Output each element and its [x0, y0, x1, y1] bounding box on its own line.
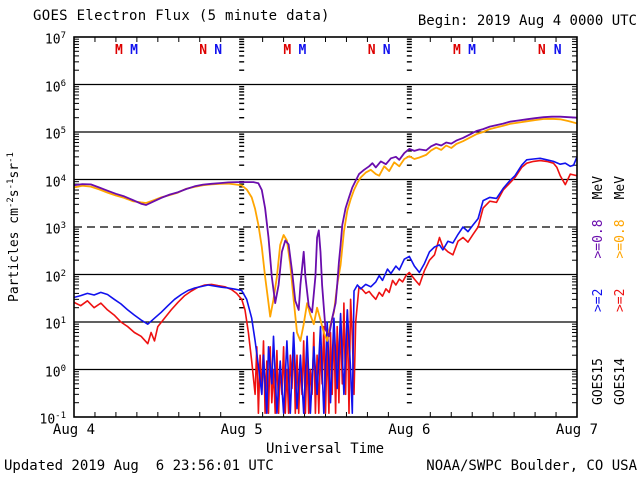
y-tick-label: 104 — [44, 173, 66, 190]
updated-timestamp: Updated 2019 Aug 6 23:56:01 UTC — [4, 458, 274, 474]
legend-goes14-ge08-label: >=0.8 — [613, 219, 628, 259]
y-tick-label: 10-1 — [39, 411, 67, 428]
x-tick-label: Aug 4 — [52, 422, 96, 438]
x-tick-label: Aug 5 — [220, 422, 263, 438]
local-time-marker-m: M — [468, 43, 476, 58]
y-tick-label: 106 — [44, 78, 66, 95]
y-tick-label: 101 — [44, 316, 66, 333]
local-time-marker-n: N — [554, 43, 562, 58]
plot-frame — [73, 36, 578, 418]
legend-goes15-ge2-label: >=2 — [591, 288, 606, 313]
series-line-goes14-0.8mev — [74, 117, 577, 342]
local-time-marker-n: N — [538, 43, 546, 58]
local-time-marker-m: M — [283, 43, 291, 58]
local-time-marker-m: M — [115, 43, 123, 58]
legend-goes14-ge2-label: >=2 — [613, 288, 628, 313]
local-time-marker-n: N — [383, 43, 391, 58]
x-axis-label: Universal Time — [265, 441, 385, 457]
y-tick-label: 103 — [44, 221, 66, 238]
begin-timestamp: Begin: 2019 Aug 4 0000 UTC — [417, 13, 637, 29]
legend-goes15-satellite: GOES15 — [591, 358, 606, 405]
legend-goes14: GOES14 >=2 >=0.8 MeV — [613, 176, 629, 405]
legend-goes14-unit: MeV — [613, 175, 628, 200]
x-tick-label: Aug 6 — [388, 422, 431, 438]
legend-goes15-ge08-label: >=0.8 — [591, 219, 606, 259]
local-time-marker-m: M — [453, 43, 461, 58]
agency-credit: NOAA/SWPC Boulder, CO USA — [426, 458, 637, 474]
legend-goes15-unit: MeV — [591, 175, 606, 200]
local-time-marker-m: M — [130, 43, 138, 58]
series-line-goes15-0.8mev — [74, 115, 577, 338]
local-time-marker-n: N — [199, 43, 207, 58]
legend-goes15: GOES15 >=2 >=0.8 MeV — [591, 176, 607, 405]
local-time-marker-n: N — [214, 43, 222, 58]
series-line-goes14-2mev — [74, 159, 577, 415]
legend-goes14-satellite: GOES14 — [613, 358, 628, 405]
y-tick-label: 100 — [44, 363, 66, 380]
local-time-marker-m: M — [298, 43, 306, 58]
x-tick-label: Aug 7 — [555, 422, 599, 438]
y-tick-label: 107 — [44, 31, 66, 48]
y-tick-label: 102 — [44, 268, 66, 285]
local-time-marker-n: N — [368, 43, 376, 58]
series-line-goes15-2mev — [74, 156, 577, 415]
y-tick-label: 105 — [44, 126, 66, 143]
chart-title: GOES Electron Flux (5 minute data) — [33, 8, 330, 24]
